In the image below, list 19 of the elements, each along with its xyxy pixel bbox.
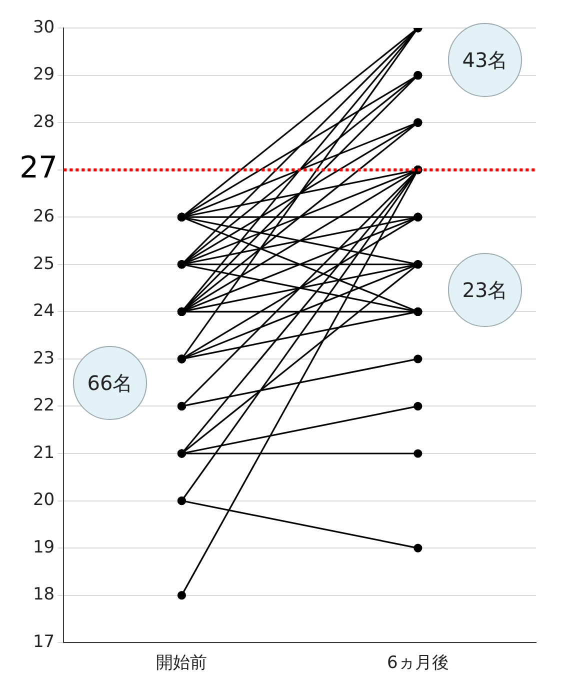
- x-tick-label: 6ヵ月後: [386, 653, 449, 674]
- x-tick-label: 開始前: [156, 653, 208, 674]
- y-tick-label: 23: [32, 348, 55, 368]
- y-tick-label: 17: [32, 632, 55, 652]
- y-tick-label: 29: [32, 64, 55, 85]
- y-tick-label: 18: [32, 584, 55, 605]
- y-tick-label: 25: [32, 254, 55, 274]
- y-tick-label: 20: [32, 490, 55, 510]
- y-tick-label: 26: [32, 206, 55, 227]
- circle-badge: 23名: [448, 253, 522, 327]
- y-tick-label: 28: [32, 112, 55, 132]
- y-tick-label: 22: [32, 396, 55, 416]
- y-tick-label: 24: [32, 301, 55, 322]
- circle-badge: 66名: [73, 346, 147, 420]
- y-tick-label: 19: [32, 537, 55, 558]
- ref-line-label: 27: [19, 150, 58, 186]
- circle-badge: 43名: [448, 23, 522, 97]
- y-tick-label: 30: [32, 17, 55, 38]
- y-tick-label: 21: [32, 442, 55, 463]
